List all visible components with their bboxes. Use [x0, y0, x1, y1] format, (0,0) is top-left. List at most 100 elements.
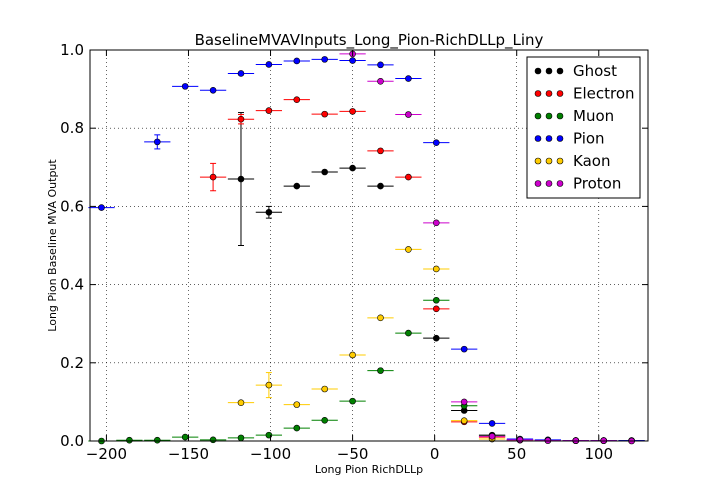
legend-marker: [545, 67, 553, 75]
legend-label: Pion: [573, 130, 605, 148]
data-point: [321, 56, 328, 63]
data-point: [265, 107, 273, 114]
legend-marker: [556, 90, 564, 97]
x-tick-label: −200: [86, 445, 127, 463]
data-point: [293, 182, 301, 190]
data-point: [432, 219, 440, 227]
data-point: [349, 351, 356, 359]
data-point: [237, 399, 245, 406]
legend-marker: [556, 67, 564, 75]
legend-label: Ghost: [573, 62, 617, 80]
data-point: [488, 420, 496, 427]
data-point: [209, 86, 217, 94]
data-point: [237, 70, 245, 77]
data-point: [377, 182, 384, 190]
data-point: [181, 433, 189, 441]
data-point: [377, 77, 384, 85]
legend-marker: [556, 112, 564, 120]
y-tick-label: 1.0: [60, 41, 84, 59]
data-point: [349, 164, 356, 172]
data-point: [377, 61, 384, 69]
legend-item-kaon: Kaon: [534, 152, 610, 170]
data-point: [432, 265, 440, 273]
data-point: [460, 345, 468, 353]
legend-marker: [545, 180, 553, 187]
data-point: [98, 204, 105, 211]
x-tick-label: −150: [168, 445, 209, 463]
data-point: [265, 208, 273, 216]
y-tick-label: 0.4: [60, 276, 84, 294]
data-point: [432, 334, 440, 342]
series-muon: [88, 296, 534, 445]
data-point: [349, 397, 356, 405]
data-point: [377, 314, 384, 322]
legend-marker: [545, 157, 553, 165]
data-point: [460, 417, 468, 424]
legend-label: Electron: [573, 85, 635, 103]
data-point: [516, 436, 524, 444]
data-point: [432, 139, 440, 146]
legend-marker: [534, 67, 542, 75]
y-axis-label: Long Pion Baseline MVA Output: [46, 159, 59, 332]
data-point: [237, 115, 245, 123]
data-point: [349, 57, 356, 64]
data-point: [293, 424, 301, 432]
data-point: [349, 108, 356, 115]
data-point: [321, 385, 328, 393]
legend-label: Muon: [573, 107, 614, 125]
x-tick-label: 50: [507, 445, 526, 463]
data-point: [237, 175, 245, 183]
data-point: [488, 433, 496, 440]
data-point: [293, 57, 301, 65]
y-tick-label: 0.8: [60, 119, 84, 137]
data-point: [293, 96, 301, 103]
data-point: [153, 436, 161, 444]
y-tick-label: 0.6: [60, 197, 84, 215]
data-point: [293, 401, 301, 408]
legend-marker: [534, 90, 542, 97]
legend-box: [526, 56, 641, 199]
data-point: [126, 436, 133, 444]
legend-marker: [534, 157, 542, 165]
legend-marker: [545, 112, 553, 120]
legend-marker: [545, 135, 553, 142]
data-point: [460, 398, 468, 406]
plot-frame: [89, 49, 649, 442]
series-kaon: [227, 246, 534, 444]
legend-item-electron: Electron: [534, 85, 635, 103]
legend-marker: [534, 135, 542, 142]
legend: Ghost Electron Muon Pion Kaon Proton: [526, 56, 641, 199]
legend-marker: [534, 180, 542, 187]
data-point: [209, 436, 217, 444]
data-point: [405, 173, 412, 181]
data-point: [209, 173, 217, 181]
legend-item-muon: Muon: [534, 107, 614, 125]
y-tick-label: 0.2: [60, 354, 84, 372]
legend-marker: [556, 135, 564, 142]
x-tick-label: 0: [430, 445, 440, 463]
legend-item-ghost: Ghost: [534, 62, 617, 80]
chart-title: BaselineMVAVInputs_Long_Pion-RichDLLp_Li…: [195, 31, 544, 50]
data-point: [405, 246, 412, 253]
x-tick-label: −100: [250, 445, 291, 463]
data-point: [321, 110, 328, 118]
data-point: [237, 434, 245, 442]
data-point: [432, 305, 440, 313]
data-point: [153, 138, 161, 146]
x-tick-label: 100: [584, 445, 613, 463]
legend-marker: [534, 112, 542, 120]
legend-item-proton: Proton: [534, 175, 621, 193]
data-point: [377, 147, 384, 155]
legend-item-pion: Pion: [534, 130, 605, 148]
data-point: [405, 75, 412, 82]
data-point: [265, 381, 273, 389]
axis-ticks: −200 −150 −100 −50 0 50 100 0.0 0.2 0.4 0.6 0.8 1.0: [60, 41, 648, 463]
data-point: [265, 61, 273, 68]
data-point: [405, 329, 412, 337]
data-point: [377, 367, 384, 374]
legend-label: Proton: [573, 175, 621, 193]
data-point: [321, 168, 328, 176]
y-tick-label: 0.0: [60, 432, 84, 450]
x-axis-label: Long Pion RichDLLp: [315, 463, 423, 476]
